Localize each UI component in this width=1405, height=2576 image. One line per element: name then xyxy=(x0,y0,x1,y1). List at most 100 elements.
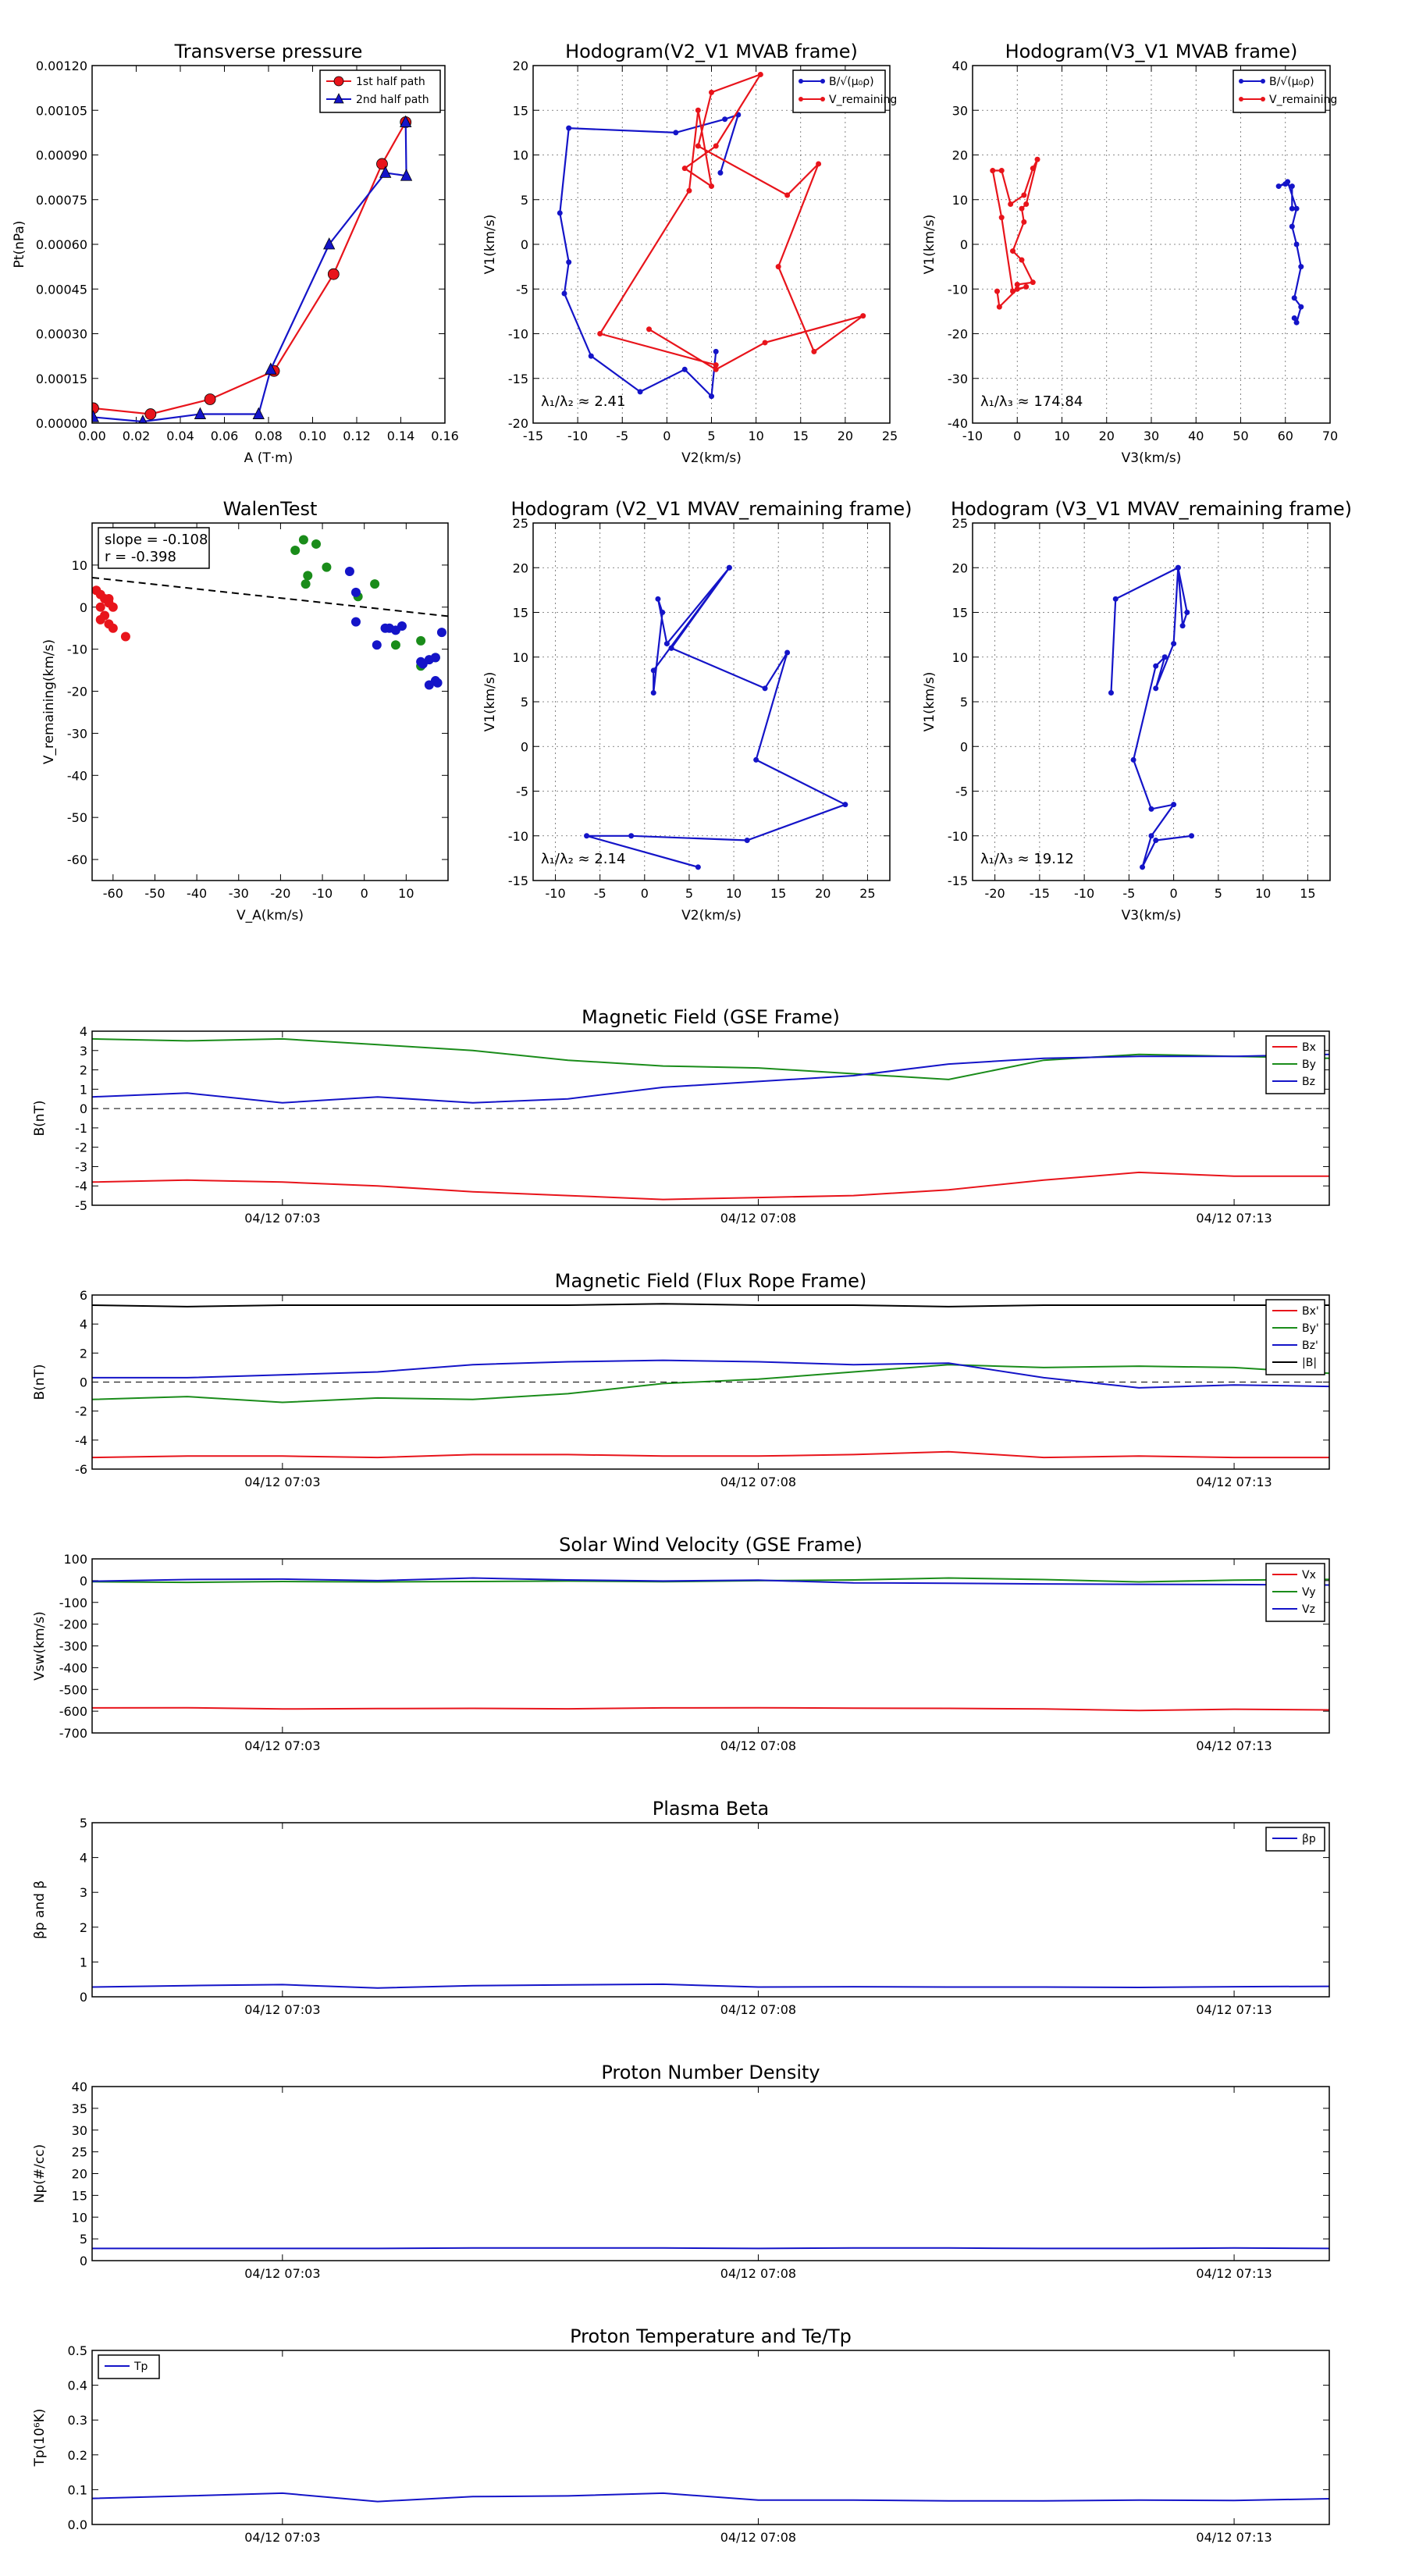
data-point xyxy=(104,593,114,603)
x-tick-label: -10 xyxy=(567,429,588,443)
legend: B/√(μ₀ρ) V_remaining xyxy=(1232,69,1337,113)
legend-label: V_remaining xyxy=(1269,94,1337,106)
x-tick-label: 04/12 07:13 xyxy=(1196,1475,1272,1489)
legend-marker xyxy=(1261,79,1265,84)
ticks: -10 -5 0 5 10 15 20 25 -15 -10 -5 0 5 10 15 20 25 xyxy=(508,516,890,901)
axes-frame xyxy=(91,2086,1330,2261)
chart-title: Proton Temperature and Te/Tp xyxy=(570,2325,852,2347)
y-tick-label: 15 xyxy=(513,103,528,118)
y-axis-label: Np(#/cc) xyxy=(32,2144,48,2203)
data-point xyxy=(726,564,732,571)
x-tick-label: -60 xyxy=(103,886,123,901)
data-point xyxy=(298,535,308,545)
panel-ts_np: Proton Number Density Np(#/cc) 04/12 07:03… xyxy=(32,2062,1330,2281)
ticks: 04/12 07:03 04/12 07:08 04/12 07:13 0 1 2 3 4 5 xyxy=(80,1816,1329,2017)
data-point xyxy=(722,116,728,123)
y-tick-label: -30 xyxy=(948,372,968,386)
data-point xyxy=(1019,257,1025,263)
axes-frame xyxy=(91,2350,1330,2525)
plot-area xyxy=(584,564,848,870)
y-tick-label: 10 xyxy=(72,2210,87,2225)
data-point xyxy=(1161,654,1168,660)
x-tick-label: 04/12 07:08 xyxy=(720,1738,796,1753)
data-point xyxy=(784,192,791,198)
y-tick-label: 1 xyxy=(80,1082,87,1097)
y-axis-label: Vsw(km/s) xyxy=(32,1611,48,1681)
y-tick-label: 20 xyxy=(952,560,968,575)
data-point xyxy=(311,539,322,549)
y-tick-label: 0.5 xyxy=(68,2343,87,2358)
data-point xyxy=(1010,288,1016,294)
y-tick-label: -50 xyxy=(67,810,87,825)
data-point xyxy=(430,653,440,663)
y-axis-label: V1(km/s) xyxy=(482,215,498,275)
data-point xyxy=(1023,201,1030,207)
x-tick-label: -30 xyxy=(229,886,249,901)
y-tick-label: 20 xyxy=(72,2167,87,2182)
y-tick-label: 20 xyxy=(513,59,528,73)
ticks: -10 0 10 20 30 40 50 60 70 -40 -30 -20 -10 0 10 20 30 40 xyxy=(948,59,1338,443)
y-tick-label: 15 xyxy=(72,2188,87,2203)
data-point xyxy=(1293,319,1300,326)
legend-label: Bz' xyxy=(1302,1340,1318,1352)
y-tick-label: 0.1 xyxy=(68,2482,87,2497)
y-tick-label: 0.00000 xyxy=(36,416,87,431)
y-tick-label: 30 xyxy=(72,2123,87,2138)
chart-title: Proton Number Density xyxy=(601,2062,820,2083)
series-line xyxy=(92,1171,1329,1201)
data-point xyxy=(327,268,340,280)
y-tick-label: -10 xyxy=(508,829,528,844)
y-tick-label: -400 xyxy=(59,1660,87,1675)
chart-title: Hodogram(V3_V1 MVAB frame) xyxy=(1005,41,1298,62)
x-tick-label: 0.06 xyxy=(211,429,239,443)
series-h4-0 xyxy=(1108,564,1195,870)
y-tick-label: -600 xyxy=(59,1704,87,1719)
data-point xyxy=(1289,223,1295,229)
y-tick-label: -15 xyxy=(948,873,968,888)
y-axis-label: B(nT) xyxy=(32,1364,48,1400)
plot-area xyxy=(92,1037,1329,1201)
data-point xyxy=(695,107,701,113)
data-point xyxy=(646,326,653,333)
data-point xyxy=(390,640,400,650)
series-line xyxy=(92,1983,1329,1989)
data-point xyxy=(713,362,719,368)
series-pt-1 xyxy=(92,115,413,423)
series-line xyxy=(92,1303,1329,1308)
data-point xyxy=(1014,282,1020,288)
series-h2-0 xyxy=(1275,179,1304,326)
y-tick-label: 0 xyxy=(80,2254,87,2268)
data-point xyxy=(561,290,567,297)
y-axis-label: V1(km/s) xyxy=(922,672,937,732)
data-point xyxy=(376,158,388,170)
x-axis-label: A (T·m) xyxy=(244,450,293,466)
y-tick-label: -60 xyxy=(67,852,87,867)
legend-label: Tp xyxy=(133,2361,148,2373)
data-point xyxy=(637,389,643,395)
y-tick-label: -5 xyxy=(75,1198,87,1213)
y-tick-label: 35 xyxy=(72,2101,87,2116)
data-point xyxy=(655,596,661,602)
chart-title: Hodogram (V2_V1 MVAV_remaining frame) xyxy=(510,498,912,520)
data-point xyxy=(695,143,701,149)
series-line xyxy=(92,1450,1329,1459)
x-tick-label: -50 xyxy=(144,886,165,901)
data-point xyxy=(1298,304,1304,310)
data-point xyxy=(350,587,361,597)
x-tick-label: 04/12 07:08 xyxy=(720,1211,796,1226)
y-tick-label: 5 xyxy=(960,695,968,710)
legend-marker xyxy=(1239,97,1243,101)
y-axis-label: Pt(nPa) xyxy=(12,221,27,269)
data-point xyxy=(1023,283,1030,290)
plot-area xyxy=(1108,564,1195,870)
ticks: 04/12 07:03 04/12 07:08 04/12 07:13 0 5 10 15 2… xyxy=(72,2080,1329,2281)
x-tick-label: 04/12 07:03 xyxy=(244,1211,320,1226)
series-ts_np-0 xyxy=(92,2247,1329,2250)
y-tick-label: -15 xyxy=(508,372,528,386)
x-tick-label: 0 xyxy=(641,886,649,901)
data-point xyxy=(1298,264,1304,270)
ticks: 04/12 07:03 04/12 07:08 04/12 07:13 -5 -4 -3 -… xyxy=(75,1024,1329,1226)
data-point xyxy=(323,237,336,250)
